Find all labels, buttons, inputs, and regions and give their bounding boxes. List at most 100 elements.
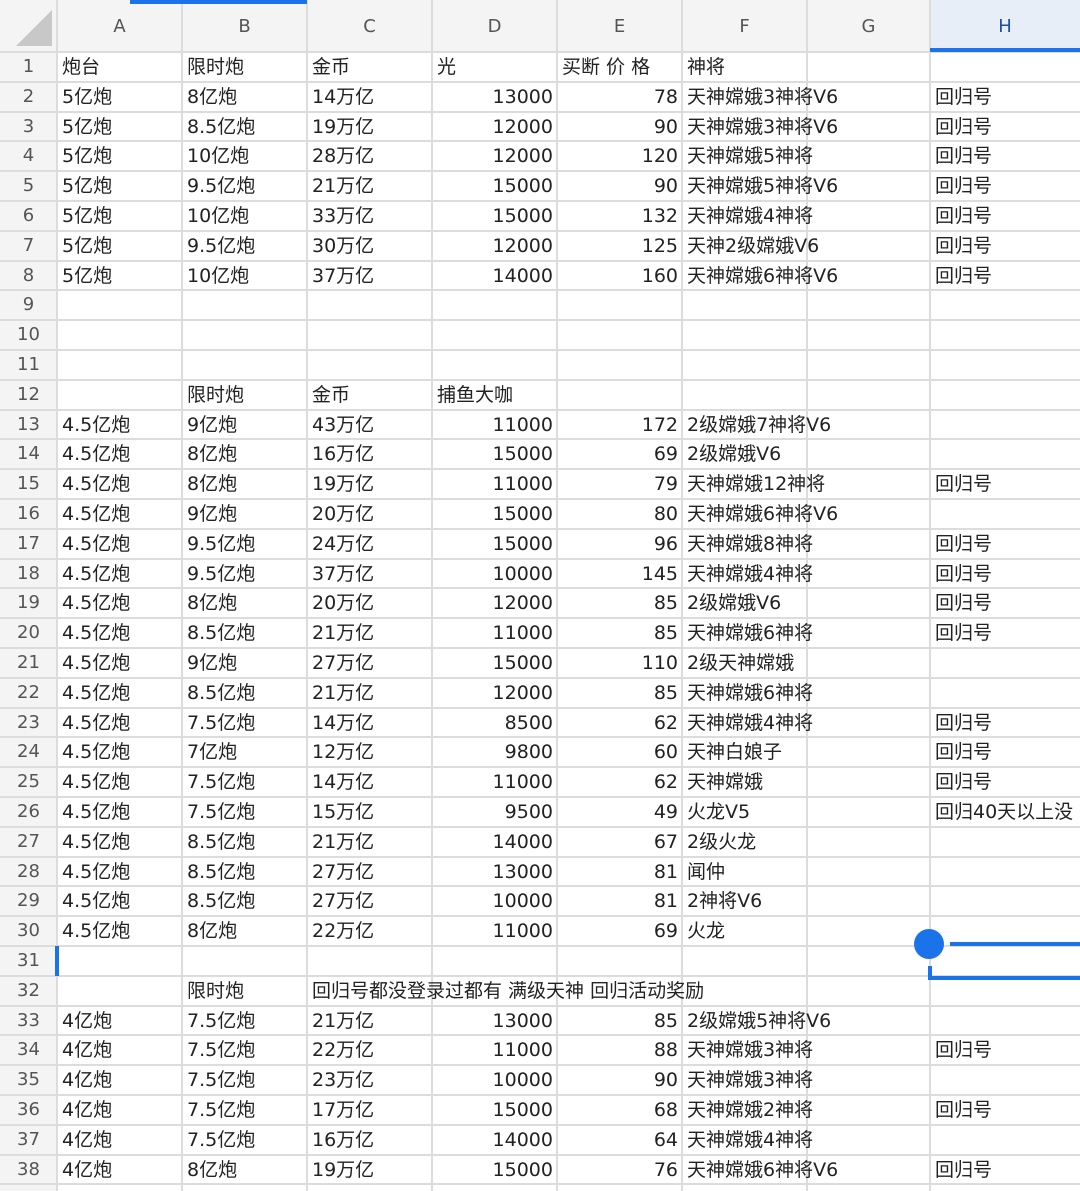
row-number: 3 <box>22 115 35 137</box>
cell-text: 10亿炮 <box>187 205 250 227</box>
cell-text: 24万亿 <box>312 532 375 555</box>
cell-text: 9亿炮 <box>187 652 238 674</box>
row-number: 27 <box>17 830 40 852</box>
cell-text: 天神嫦娥3神将 <box>687 1069 814 1092</box>
cell-text: 13000 <box>492 860 553 883</box>
cell-text: 4.5亿炮 <box>62 413 131 436</box>
selection-handle[interactable] <box>914 929 944 959</box>
cell-text: 11000 <box>492 473 553 496</box>
grid-line <box>0 140 1080 143</box>
cell-text: 14000 <box>492 830 553 853</box>
row-number: 22 <box>17 681 40 703</box>
cell-text: 81 <box>653 890 678 913</box>
cell-text: 5亿炮 <box>62 175 113 198</box>
cell-text: 8亿炮 <box>187 920 238 943</box>
cell-text: 4.5亿炮 <box>62 681 131 704</box>
cell-text: 天神嫦娥6神将 <box>687 681 814 704</box>
row-number: 2 <box>22 85 35 107</box>
cell-text: 回归号都没登录过都有 满级天神 回归活动奖励 <box>312 979 705 1002</box>
row-number: 7 <box>22 234 35 256</box>
cell-text: 4.5亿炮 <box>62 592 131 615</box>
row-number: 13 <box>17 413 40 435</box>
select-all-corner <box>16 10 52 46</box>
cell-text: 2级嫦娥V6 <box>687 443 782 466</box>
grid-line <box>0 855 1080 858</box>
cell-text: 27万亿 <box>312 652 375 674</box>
cell-text: 4.5亿炮 <box>62 652 131 674</box>
cell-text: 30万亿 <box>312 234 375 257</box>
cell-text: 145 <box>641 562 678 585</box>
cell-text: 捕鱼大咖 <box>437 383 514 406</box>
cell-text: 回归号 <box>935 473 993 496</box>
cell-text: 81 <box>653 860 678 883</box>
cell-text: 天神嫦娥3神将V6 <box>687 115 839 138</box>
grid-line <box>0 1004 1080 1007</box>
cell-text: 21万亿 <box>312 681 375 704</box>
cell-text: 96 <box>653 532 678 555</box>
cell-text: 10000 <box>492 890 553 913</box>
cell-text: 9.5亿炮 <box>187 532 256 555</box>
cell-text: 68 <box>653 1099 678 1121</box>
row-number: 12 <box>17 383 40 405</box>
cell-text: 7.5亿炮 <box>187 1099 256 1121</box>
cell-text: 110 <box>641 652 678 674</box>
row-number: 28 <box>17 860 40 882</box>
cell-text: 回归号 <box>935 1039 993 1062</box>
cell-text: 9亿炮 <box>187 503 238 525</box>
cell-text: 4.5亿炮 <box>62 890 131 913</box>
cell-text: 90 <box>653 1069 678 1092</box>
cell-text: 2级火龙 <box>687 830 757 853</box>
cell-text: 8.5亿炮 <box>187 115 256 138</box>
row-selection-marker <box>55 946 59 976</box>
column-header: A <box>113 16 126 37</box>
cell-text: 8.5亿炮 <box>187 681 256 704</box>
cell-text: 天神嫦娥6神将V6 <box>687 1158 839 1181</box>
cell-text: 37万亿 <box>312 264 375 287</box>
row-number: 21 <box>17 652 40 673</box>
grid-line <box>0 527 1080 530</box>
grid-line <box>0 1064 1080 1067</box>
cell-text: 神将 <box>687 56 726 78</box>
grid-line <box>0 229 1080 232</box>
cell-text: 15000 <box>492 175 553 198</box>
cell-text: 天神嫦娥2神将 <box>687 1099 814 1121</box>
grid-line <box>306 0 308 1191</box>
cell-text: 10000 <box>492 562 553 585</box>
row-number: 5 <box>22 175 35 197</box>
cell-text: 天神嫦娥 <box>687 771 764 794</box>
grid-line <box>0 617 1080 620</box>
cell-text: 4.5亿炮 <box>62 473 131 496</box>
cell-text: 9.5亿炮 <box>187 175 256 198</box>
cell-text: 7.5亿炮 <box>187 801 256 823</box>
grid-line <box>0 915 1080 918</box>
grid-line <box>0 200 1080 202</box>
row-number: 18 <box>17 562 40 584</box>
cell-text: 光 <box>437 56 457 78</box>
cell-text: 10亿炮 <box>187 145 250 168</box>
cell-text: 21万亿 <box>312 830 375 853</box>
grid-line <box>0 974 1080 977</box>
grid-line <box>0 945 1080 947</box>
cell-text: 11000 <box>492 1039 553 1062</box>
grid-line <box>0 468 1080 471</box>
grid-line <box>929 0 931 1191</box>
cell-text: 回归号 <box>935 711 993 734</box>
cell-text: 20万亿 <box>312 592 375 615</box>
grid-line <box>0 706 1080 709</box>
cell-text: 21万亿 <box>312 1009 375 1032</box>
cell-text: 12000 <box>492 145 553 168</box>
cell-text: 15万亿 <box>312 801 375 823</box>
column-header: E <box>613 16 626 37</box>
row-number: 30 <box>17 920 40 942</box>
row-header-bar <box>0 0 57 1191</box>
grid-line <box>0 498 1080 500</box>
cell-text: 69 <box>653 443 678 466</box>
row-number: 16 <box>17 503 40 524</box>
cell-text: 16万亿 <box>312 443 375 466</box>
cell-text: 69 <box>653 920 678 943</box>
cell-text: 2级嫦娥5神将V6 <box>687 1009 832 1032</box>
grid-line <box>0 796 1080 798</box>
cell-text: 10000 <box>492 1069 553 1092</box>
column-header: F <box>739 16 750 37</box>
grid-line <box>0 110 1080 113</box>
